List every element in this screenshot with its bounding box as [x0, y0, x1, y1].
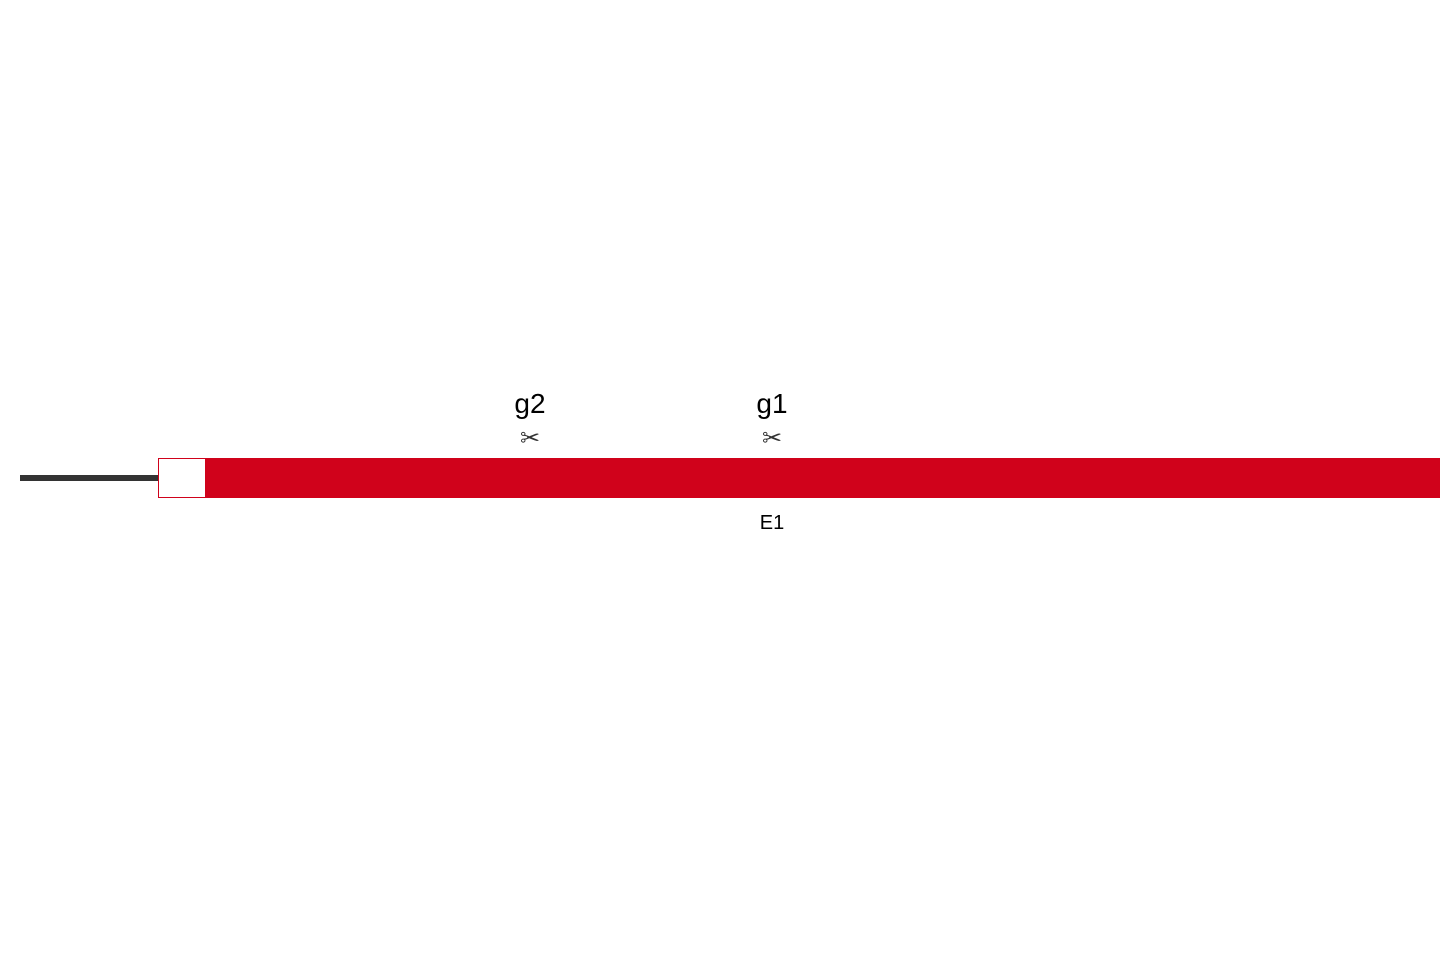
gene-diagram: E1 g2 ✂ g1 ✂ — [0, 0, 1440, 960]
guide-label-g2: g2 — [514, 388, 545, 420]
scissors-icon: ✂ — [762, 424, 782, 453]
guide-label-g1: g1 — [756, 388, 787, 420]
intron-line — [20, 475, 180, 481]
exon-coding-region — [205, 458, 1440, 498]
scissors-icon: ✂ — [520, 424, 540, 453]
exon-label: E1 — [760, 512, 784, 535]
